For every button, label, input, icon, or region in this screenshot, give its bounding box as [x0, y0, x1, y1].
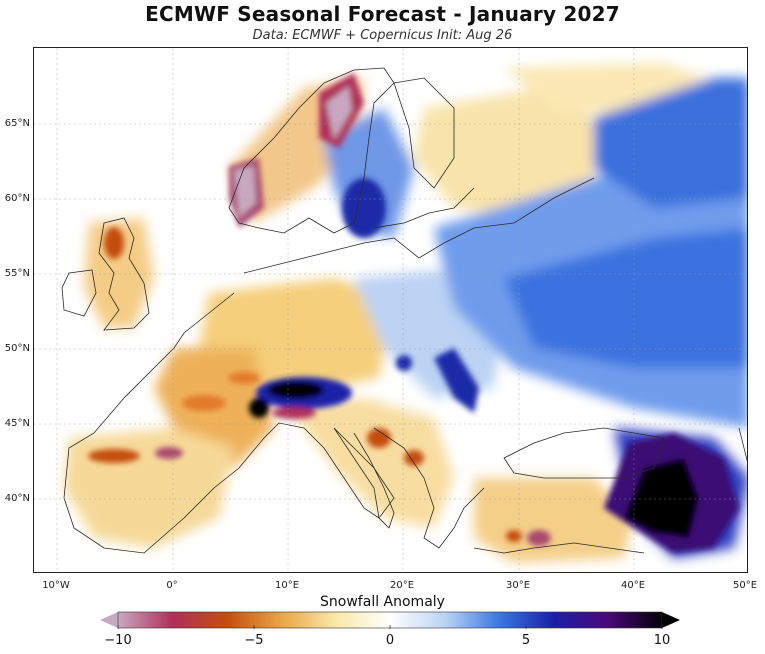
- colorbar-tick-label: −10: [104, 633, 132, 648]
- lon-tick-label: 10°E: [274, 580, 300, 591]
- map-subtitle: Data: ECMWF + Copernicus Init: Aug 26: [252, 28, 513, 43]
- lon-tick-label: 50°E: [732, 580, 758, 591]
- map-title: ECMWF Seasonal Forecast - January 2027: [145, 2, 620, 26]
- lat-tick-label: 50°N: [4, 343, 30, 354]
- colorbar-tick-label: −5: [244, 633, 264, 648]
- lon-tick-label: 10°W: [42, 580, 70, 591]
- colorbar: [100, 611, 680, 629]
- lat-tick-label: 60°N: [4, 193, 30, 204]
- colorbar-tick-label: 0: [385, 633, 395, 648]
- colorbar-min-extend: [100, 612, 118, 628]
- lat-tick-label: 45°N: [4, 418, 30, 429]
- lon-tick-label: 0°: [166, 580, 178, 591]
- lat-tick-label: 55°N: [4, 268, 30, 279]
- colorbar-label: Snowfall Anomaly: [320, 594, 445, 610]
- snowfall-map: [34, 48, 747, 572]
- lon-tick-label: 30°E: [505, 580, 531, 591]
- lat-tick-label: 65°N: [4, 118, 30, 129]
- graticule: [34, 48, 747, 572]
- colorbar-max-extend: [662, 612, 680, 628]
- lat-tick-label: 40°N: [4, 493, 30, 504]
- map-panel: [33, 47, 748, 573]
- lon-tick-label: 20°E: [389, 580, 415, 591]
- lon-tick-label: 40°E: [620, 580, 646, 591]
- coastlines: [61, 67, 747, 554]
- colorbar-tick-label: 5: [521, 633, 531, 648]
- colorbar-tick-label: 10: [653, 633, 671, 648]
